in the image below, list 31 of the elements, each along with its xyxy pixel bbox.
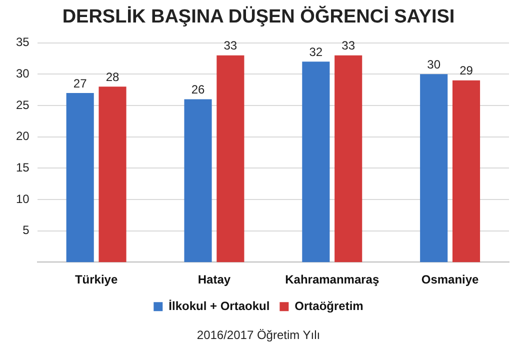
data-label: 33 [342,38,356,53]
chart-title: DERSLİK BAŞINA DÜŞEN ÖĞRENCİ SAYISI [62,6,455,28]
y-tick-label: 25 [16,98,30,112]
data-label: 28 [106,70,120,84]
bar [184,99,212,262]
data-label: 32 [309,44,323,59]
legend-label: İlkokul + Ortaokul [168,298,270,313]
data-label: 33 [224,38,238,53]
x-tick-label: Türkiye [74,272,118,287]
x-tick-label: Hatay [198,272,231,287]
data-label: 29 [460,64,474,78]
data-label: 26 [191,82,205,97]
data-label: 30 [427,57,441,72]
y-tick-label: 15 [16,160,30,174]
y-tick-label: 35 [16,35,30,50]
y-tick-label: 20 [16,129,30,144]
x-tick-label: Kahramanmaraş [285,272,380,287]
legend-label: Ortaöğretim [294,298,364,313]
bar [66,92,94,262]
y-tick-label: 5 [22,223,30,238]
bar [216,55,244,262]
bar [302,62,330,262]
bar [420,74,448,262]
bar [334,55,362,262]
x-tick-label: Osmaniye [421,272,480,287]
bar [452,80,480,262]
data-label: 27 [73,76,88,90]
y-tick-label: 30 [16,66,30,80]
text: 2016/2017 Öğretim Yılı [196,328,320,342]
y-tick-label: 10 [16,192,30,206]
bar [98,86,126,262]
